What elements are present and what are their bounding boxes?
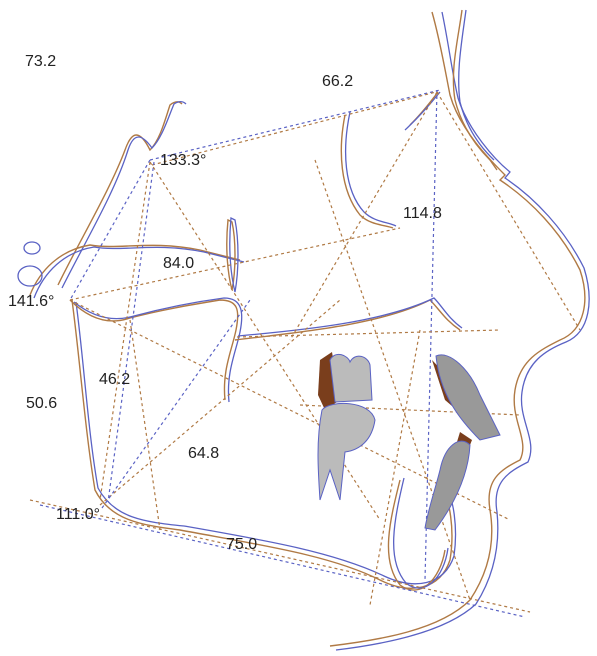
measurement: 133.3° <box>160 152 206 169</box>
measurement: 75.0 <box>226 536 257 553</box>
measurement: 66.2 <box>322 73 353 90</box>
measurement: 50.6 <box>26 395 57 412</box>
measurement: 114.8 <box>403 205 442 222</box>
teeth <box>318 352 500 530</box>
measurement: 111.0° <box>56 506 100 523</box>
measurement: 73.2 <box>25 53 56 70</box>
measurement: 84.0 <box>163 255 194 272</box>
cephalometric-tracing: 73.2 66.2 133.3° 114.8 84.0 141.6° 46.2 … <box>0 0 597 656</box>
tracing-lines <box>18 10 589 650</box>
measurement: 46.2 <box>99 371 130 388</box>
measurement: 141.6° <box>8 293 54 310</box>
measurement: 64.8 <box>188 445 219 462</box>
